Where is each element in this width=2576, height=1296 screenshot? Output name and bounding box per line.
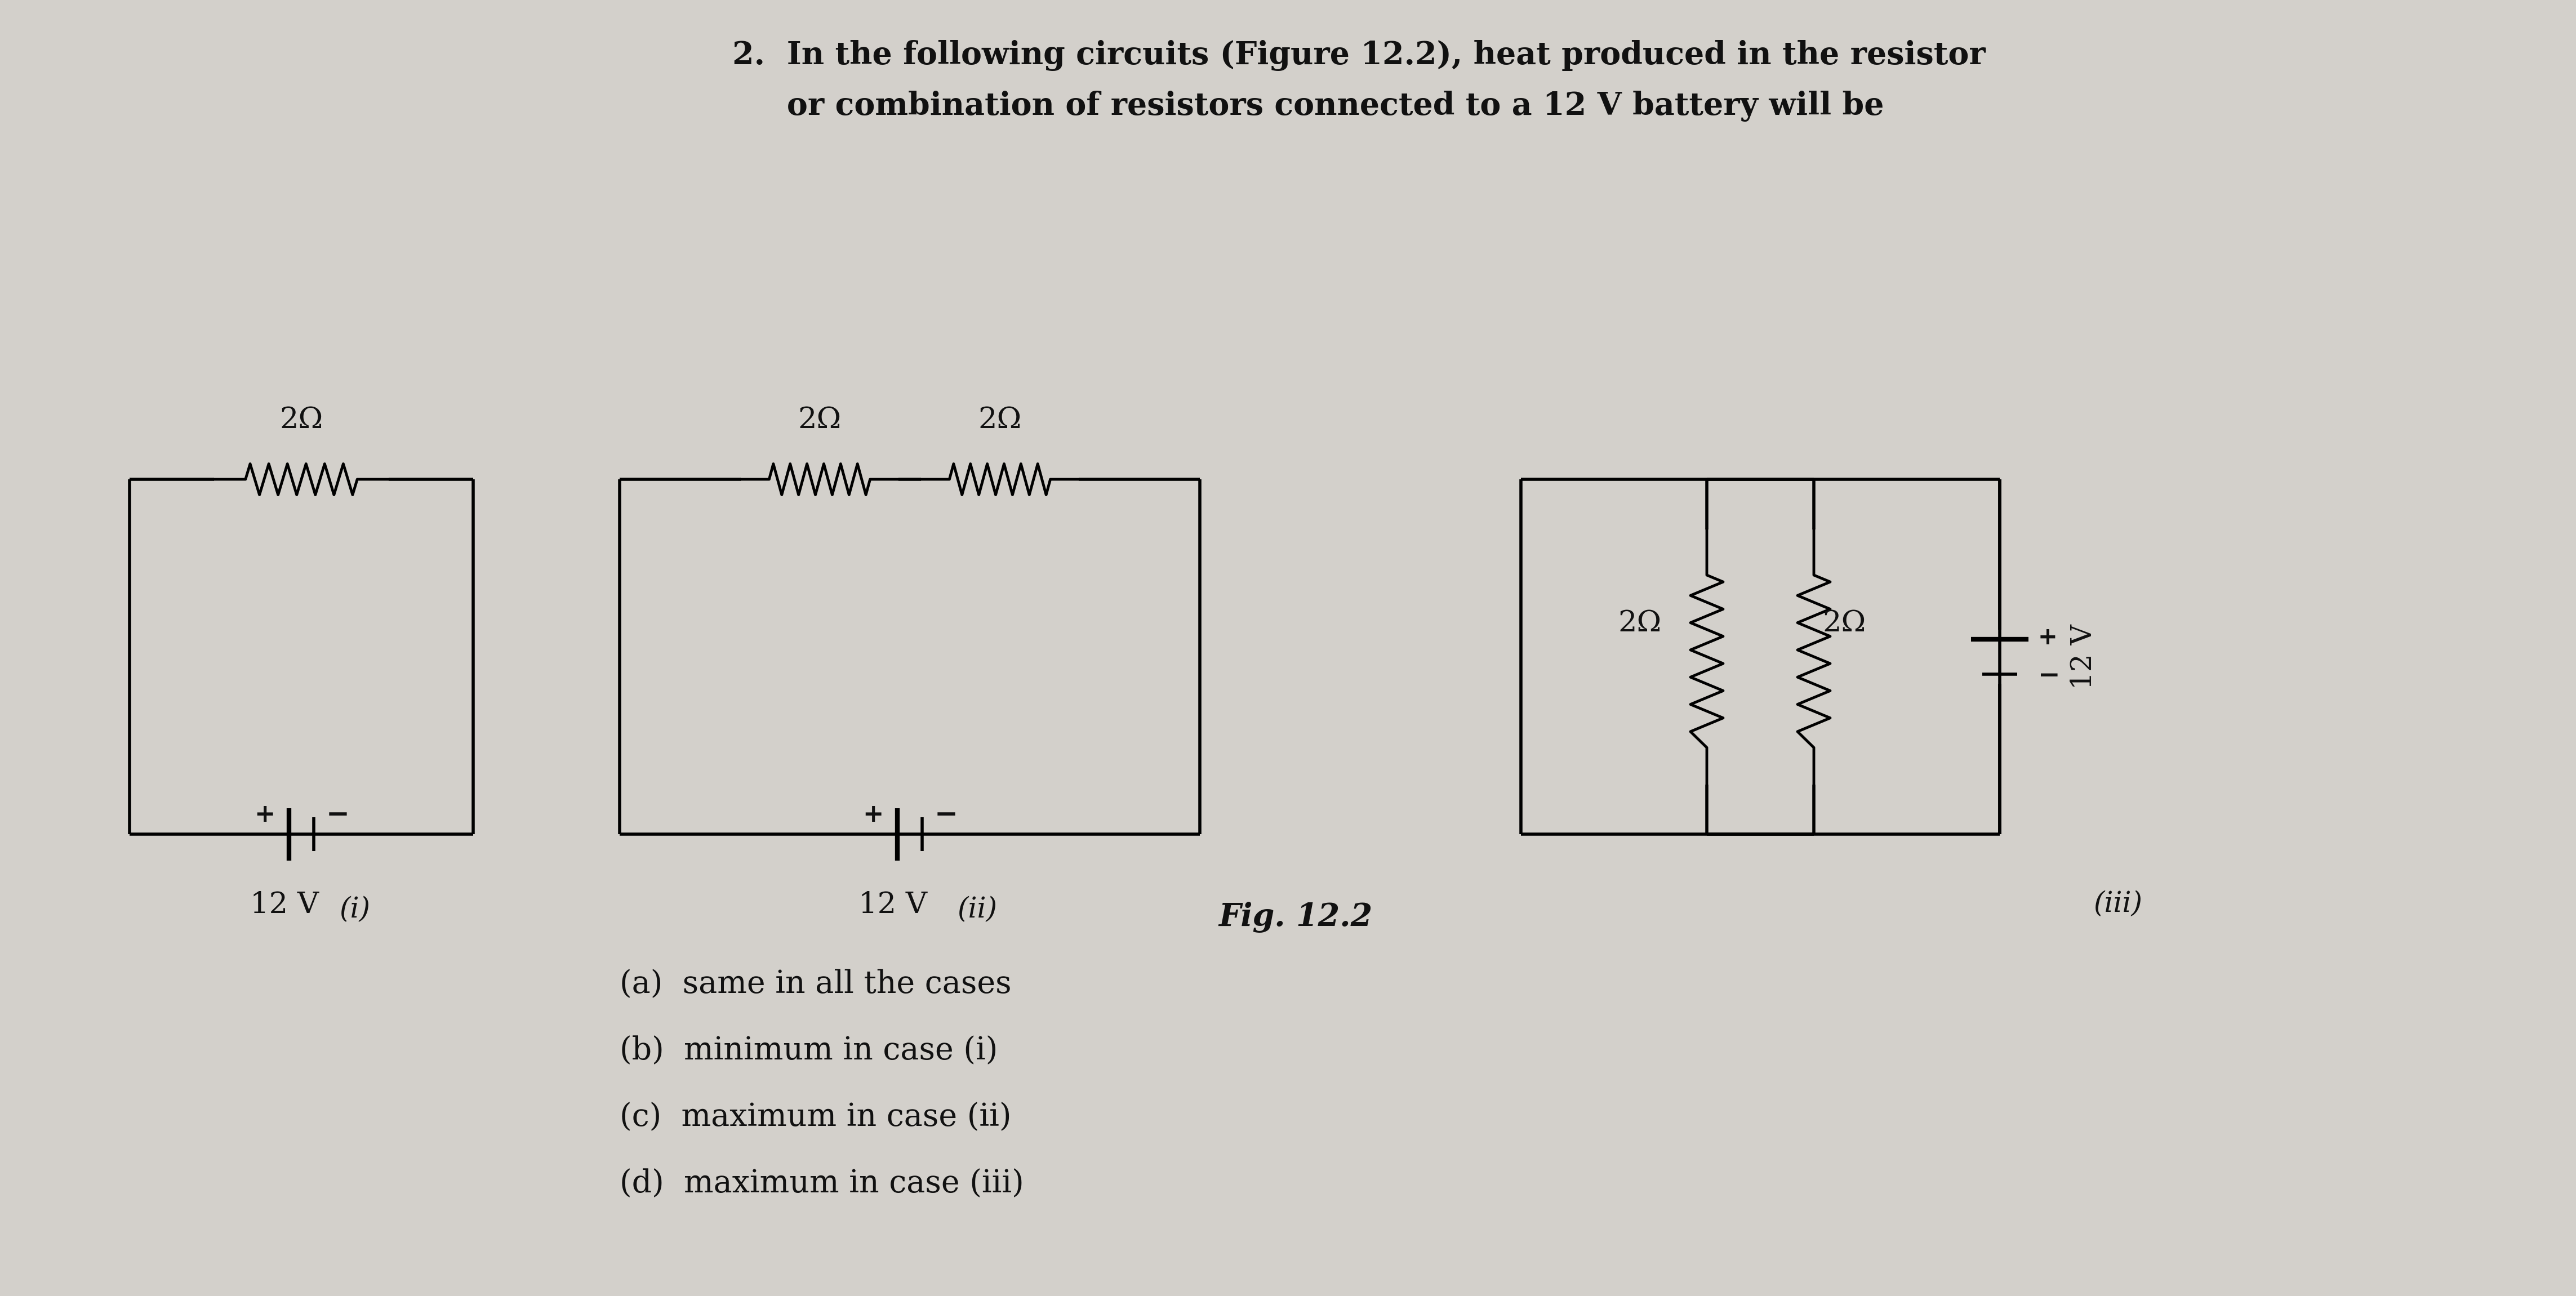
Text: 12 V: 12 V <box>858 890 927 919</box>
Text: −: − <box>935 801 958 828</box>
Text: (c)  maximum in case (ii): (c) maximum in case (ii) <box>621 1102 1012 1133</box>
Text: 2Ω: 2Ω <box>281 406 322 434</box>
Text: +: + <box>255 802 276 827</box>
Text: Fig. 12.2: Fig. 12.2 <box>1218 902 1373 933</box>
Text: 2Ω: 2Ω <box>1821 609 1865 638</box>
Text: 12 V: 12 V <box>2071 625 2097 689</box>
Text: 2Ω: 2Ω <box>799 406 842 434</box>
Text: +: + <box>2038 626 2058 649</box>
Text: (i): (i) <box>340 896 371 924</box>
Text: (iii): (iii) <box>2094 890 2143 919</box>
Text: (ii): (ii) <box>958 896 997 924</box>
Text: 2.  In the following circuits (Figure 12.2), heat produced in the resistor: 2. In the following circuits (Figure 12.… <box>732 40 1986 71</box>
Text: +: + <box>863 802 884 827</box>
Text: 12 V: 12 V <box>250 890 319 919</box>
Text: (b)  minimum in case (i): (b) minimum in case (i) <box>621 1036 997 1067</box>
Text: −: − <box>2038 664 2061 688</box>
Text: 2Ω: 2Ω <box>979 406 1023 434</box>
Text: 2Ω: 2Ω <box>1618 609 1662 638</box>
Text: or combination of resistors connected to a 12 V battery will be: or combination of resistors connected to… <box>732 91 1883 122</box>
Text: −: − <box>327 801 350 828</box>
Text: (a)  same in all the cases: (a) same in all the cases <box>621 969 1012 1001</box>
Text: (d)  maximum in case (iii): (d) maximum in case (iii) <box>621 1169 1023 1200</box>
